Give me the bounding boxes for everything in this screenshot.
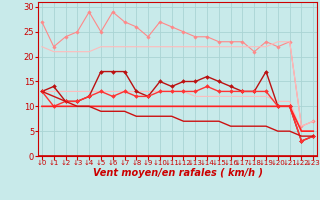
X-axis label: Vent moyen/en rafales ( km/h ): Vent moyen/en rafales ( km/h ) bbox=[92, 168, 263, 178]
